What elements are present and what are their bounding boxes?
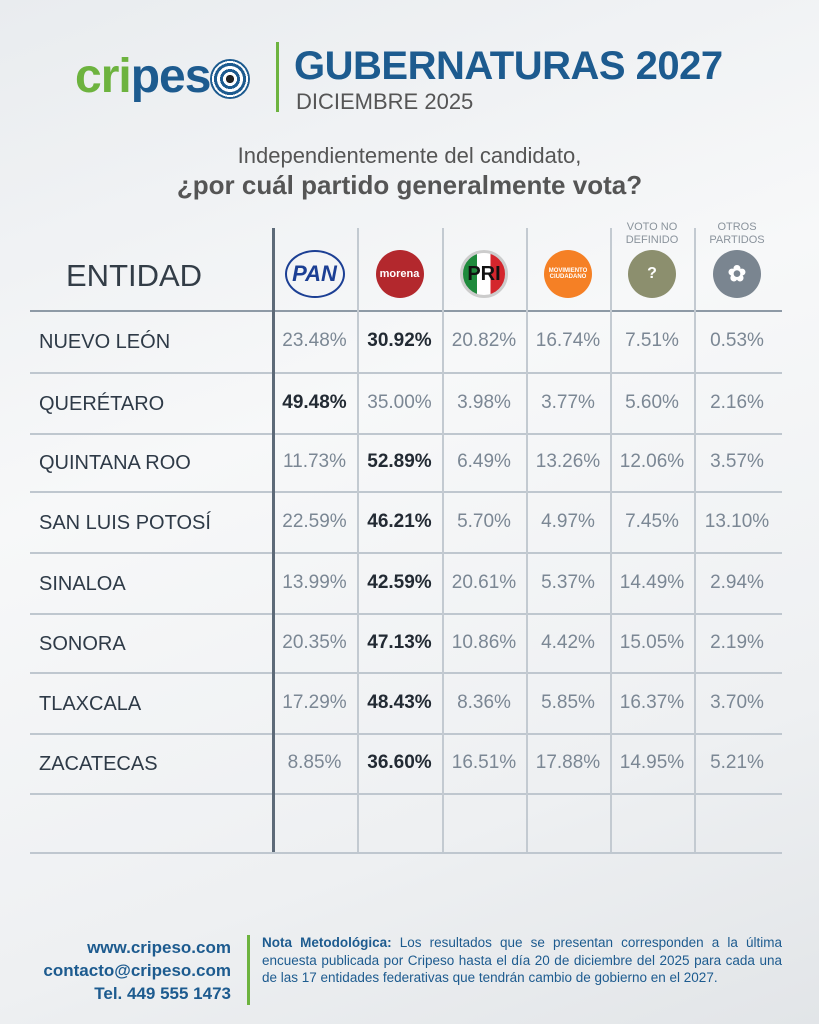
row-divider (30, 793, 782, 795)
entity-name: SONORA (39, 632, 126, 655)
row-divider (30, 372, 782, 374)
value-cell: 17.88% (535, 752, 601, 773)
column-header-label: OTROS PARTIDOS (709, 221, 765, 246)
value-cell: 12.06% (619, 451, 685, 472)
note-text: Los resultados que se presentan correspo… (262, 935, 783, 985)
row-divider (30, 310, 782, 312)
value-cell: 2.16% (710, 391, 764, 413)
value-cell: 8.36% (457, 691, 511, 713)
value-cell: 10.86% (451, 631, 517, 653)
value-cell: 48.43% (367, 691, 432, 713)
value-cell: 13.26% (535, 451, 601, 472)
question-line1: Independientemente del candidato, (237, 143, 582, 168)
value-cell: 5.85% (541, 691, 595, 713)
value-cell: 20.35% (282, 631, 347, 653)
row-divider (30, 491, 782, 493)
question-line2: ¿por cuál partido generalmente vota? (176, 170, 643, 200)
value-cell: 23.48% (282, 330, 347, 351)
column-divider (357, 228, 359, 852)
value-cell: 4.42% (541, 631, 595, 653)
value-cell: 2.19% (710, 631, 764, 653)
value-cell: 7.51% (625, 330, 679, 351)
row-divider (30, 552, 782, 554)
column-divider (272, 228, 275, 852)
column-divider (442, 228, 444, 852)
entity-name: NUEVO LEÓN (39, 331, 171, 353)
value-cell: 15.05% (619, 631, 685, 653)
other-parties-icon: ✿ (713, 250, 761, 298)
value-cell: 2.94% (710, 571, 764, 593)
row-divider (30, 433, 782, 435)
value-cell: 13.99% (282, 571, 347, 593)
value-cell: 16.74% (535, 330, 601, 351)
column-divider (610, 228, 612, 852)
value-cell: 4.97% (541, 510, 595, 532)
value-cell: 8.85% (287, 752, 342, 773)
value-cell: 47.13% (367, 631, 432, 653)
value-cell: 5.60% (625, 391, 679, 413)
value-cell: 14.95% (619, 752, 685, 773)
value-cell: 0.53% (710, 330, 764, 351)
ballot-box-icon: ? (628, 250, 676, 298)
value-cell: 16.37% (619, 691, 685, 713)
value-cell: 16.51% (451, 752, 517, 773)
page-title: GUBERNATURAS 2027 (294, 44, 723, 88)
contact-info: www.cripeso.com contacto@cripeso.com Tel… (43, 936, 231, 1005)
value-cell: 5.37% (541, 571, 595, 593)
value-cell: 3.57% (710, 451, 764, 472)
morena-logo: morena (375, 250, 424, 298)
value-cell: 36.60% (367, 752, 432, 773)
value-cell: 5.70% (457, 510, 511, 532)
value-cell: 42.59% (367, 571, 432, 593)
row-divider (30, 733, 782, 735)
value-cell: 20.82% (451, 330, 517, 351)
column-header-label: VOTO NO DEFINIDO (625, 221, 679, 246)
pan-logo: PAN (284, 250, 345, 298)
entity-name: SINALOA (39, 572, 126, 595)
entity-name: SAN LUIS POTOSÍ (39, 511, 211, 534)
website-link[interactable]: www.cripeso.com (87, 938, 231, 957)
entity-header: ENTIDAD (66, 258, 203, 293)
page-subtitle: DICIEMBRE 2025 (296, 89, 474, 114)
value-cell: 5.21% (710, 752, 764, 773)
value-cell: 35.00% (367, 391, 432, 413)
row-divider (30, 613, 782, 615)
value-cell: 13.10% (704, 510, 770, 532)
phone: Tel. 449 555 1473 (94, 984, 231, 1003)
column-divider (526, 228, 528, 852)
divider (276, 42, 279, 112)
value-cell: 3.70% (710, 691, 764, 713)
entity-name: TLAXCALA (39, 692, 142, 715)
entity-name: QUINTANA ROO (39, 452, 191, 474)
value-cell: 49.48% (282, 391, 347, 413)
pri-logo: PRI (460, 250, 508, 298)
value-cell: 6.49% (457, 451, 511, 472)
row-divider (30, 672, 782, 674)
entity-name: QUERÉTARO (39, 392, 165, 415)
value-cell: 3.77% (541, 391, 595, 413)
divider (247, 935, 250, 1005)
methodology-note: Nota Metodológica: Los resultados que se… (262, 934, 782, 987)
value-cell: 22.59% (282, 510, 347, 532)
value-cell: 52.89% (367, 451, 432, 472)
target-icon (210, 59, 251, 100)
column-divider (694, 228, 696, 852)
email-link[interactable]: contacto@cripeso.com (43, 961, 231, 980)
value-cell: 14.49% (619, 571, 685, 593)
value-cell: 46.21% (367, 510, 432, 532)
entity-name: ZACATECAS (39, 753, 158, 775)
mc-logo: MOVIMIENTO CIUDADANO (544, 250, 592, 298)
note-label: Nota Metodológica: (262, 935, 392, 950)
value-cell: 11.73% (282, 451, 347, 472)
value-cell: 17.29% (282, 691, 347, 713)
value-cell: 30.92% (367, 330, 432, 351)
value-cell: 20.61% (451, 571, 517, 593)
value-cell: 7.45% (625, 510, 679, 532)
cripeso-logo: cripes (75, 52, 251, 102)
row-divider (30, 852, 782, 854)
value-cell: 3.98% (457, 391, 511, 413)
